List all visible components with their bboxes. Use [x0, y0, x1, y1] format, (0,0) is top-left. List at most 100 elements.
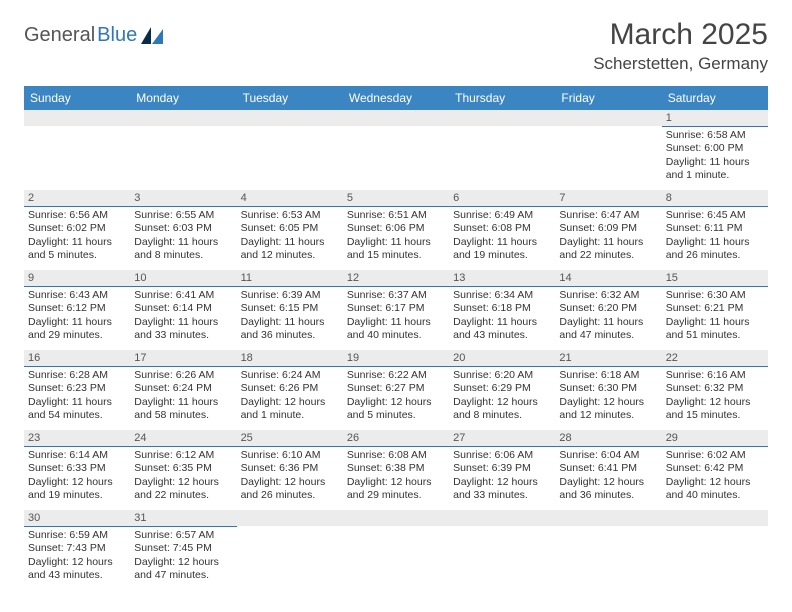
sunrise-text: Sunrise: 6:59 AM	[28, 529, 126, 542]
calendar-cell: 6Sunrise: 6:49 AMSunset: 6:08 PMDaylight…	[449, 190, 555, 270]
day-number	[555, 110, 661, 126]
daylight-text: Daylight: 11 hours and 40 minutes.	[347, 316, 445, 343]
sunrise-text: Sunrise: 6:55 AM	[134, 209, 232, 222]
calendar-cell: 19Sunrise: 6:22 AMSunset: 6:27 PMDayligh…	[343, 350, 449, 430]
calendar-cell: 28Sunrise: 6:04 AMSunset: 6:41 PMDayligh…	[555, 430, 661, 510]
calendar-row: 2Sunrise: 6:56 AMSunset: 6:02 PMDaylight…	[24, 190, 768, 270]
day-number: 23	[24, 430, 130, 447]
calendar-cell	[449, 510, 555, 596]
daylight-text: Daylight: 12 hours and 22 minutes.	[134, 476, 232, 503]
day-number	[449, 110, 555, 126]
day-info: Sunrise: 6:59 AMSunset: 7:43 PMDaylight:…	[24, 529, 130, 583]
sunset-text: Sunset: 6:09 PM	[559, 222, 657, 235]
day-info: Sunrise: 6:57 AMSunset: 7:45 PMDaylight:…	[130, 529, 236, 583]
daylight-text: Daylight: 11 hours and 29 minutes.	[28, 316, 126, 343]
sunset-text: Sunset: 6:33 PM	[28, 462, 126, 475]
day-number: 26	[343, 430, 449, 447]
month-title: March 2025	[593, 18, 768, 52]
day-number: 22	[662, 350, 768, 367]
day-info: Sunrise: 6:49 AMSunset: 6:08 PMDaylight:…	[449, 209, 555, 263]
day-info: Sunrise: 6:06 AMSunset: 6:39 PMDaylight:…	[449, 449, 555, 503]
day-number	[343, 510, 449, 526]
sunrise-text: Sunrise: 6:26 AM	[134, 369, 232, 382]
sunrise-text: Sunrise: 6:20 AM	[453, 369, 551, 382]
sunrise-text: Sunrise: 6:22 AM	[347, 369, 445, 382]
sunset-text: Sunset: 6:05 PM	[241, 222, 339, 235]
sunset-text: Sunset: 6:38 PM	[347, 462, 445, 475]
calendar-cell: 14Sunrise: 6:32 AMSunset: 6:20 PMDayligh…	[555, 270, 661, 350]
calendar-cell: 17Sunrise: 6:26 AMSunset: 6:24 PMDayligh…	[130, 350, 236, 430]
calendar-cell: 11Sunrise: 6:39 AMSunset: 6:15 PMDayligh…	[237, 270, 343, 350]
daylight-text: Daylight: 12 hours and 26 minutes.	[241, 476, 339, 503]
day-info: Sunrise: 6:34 AMSunset: 6:18 PMDaylight:…	[449, 289, 555, 343]
sunset-text: Sunset: 6:29 PM	[453, 382, 551, 395]
calendar-cell	[24, 110, 130, 190]
calendar-cell: 25Sunrise: 6:10 AMSunset: 6:36 PMDayligh…	[237, 430, 343, 510]
daylight-text: Daylight: 12 hours and 36 minutes.	[559, 476, 657, 503]
day-number: 16	[24, 350, 130, 367]
day-info: Sunrise: 6:32 AMSunset: 6:20 PMDaylight:…	[555, 289, 661, 343]
calendar-cell: 29Sunrise: 6:02 AMSunset: 6:42 PMDayligh…	[662, 430, 768, 510]
sunrise-text: Sunrise: 6:57 AM	[134, 529, 232, 542]
sunset-text: Sunset: 6:32 PM	[666, 382, 764, 395]
day-info: Sunrise: 6:55 AMSunset: 6:03 PMDaylight:…	[130, 209, 236, 263]
day-number	[237, 510, 343, 526]
logo-sail-icon	[141, 27, 163, 45]
sunset-text: Sunset: 6:12 PM	[28, 302, 126, 315]
sunset-text: Sunset: 6:39 PM	[453, 462, 551, 475]
daylight-text: Daylight: 11 hours and 58 minutes.	[134, 396, 232, 423]
sunrise-text: Sunrise: 6:14 AM	[28, 449, 126, 462]
calendar-row: 16Sunrise: 6:28 AMSunset: 6:23 PMDayligh…	[24, 350, 768, 430]
day-info: Sunrise: 6:37 AMSunset: 6:17 PMDaylight:…	[343, 289, 449, 343]
day-number: 15	[662, 270, 768, 287]
calendar-cell	[555, 510, 661, 596]
sunset-text: Sunset: 6:18 PM	[453, 302, 551, 315]
sunrise-text: Sunrise: 6:53 AM	[241, 209, 339, 222]
calendar-row: 9Sunrise: 6:43 AMSunset: 6:12 PMDaylight…	[24, 270, 768, 350]
calendar-cell	[237, 510, 343, 596]
sunset-text: Sunset: 6:24 PM	[134, 382, 232, 395]
calendar-cell: 1Sunrise: 6:58 AMSunset: 6:00 PMDaylight…	[662, 110, 768, 190]
sunset-text: Sunset: 6:06 PM	[347, 222, 445, 235]
sunrise-text: Sunrise: 6:39 AM	[241, 289, 339, 302]
sunset-text: Sunset: 6:35 PM	[134, 462, 232, 475]
sunrise-text: Sunrise: 6:10 AM	[241, 449, 339, 462]
calendar-cell: 30Sunrise: 6:59 AMSunset: 7:43 PMDayligh…	[24, 510, 130, 596]
daylight-text: Daylight: 11 hours and 33 minutes.	[134, 316, 232, 343]
calendar-cell	[662, 510, 768, 596]
sunset-text: Sunset: 6:27 PM	[347, 382, 445, 395]
calendar-cell: 18Sunrise: 6:24 AMSunset: 6:26 PMDayligh…	[237, 350, 343, 430]
logo-text-general: General	[24, 24, 95, 47]
calendar-cell: 31Sunrise: 6:57 AMSunset: 7:45 PMDayligh…	[130, 510, 236, 596]
calendar-cell: 10Sunrise: 6:41 AMSunset: 6:14 PMDayligh…	[130, 270, 236, 350]
sunset-text: Sunset: 6:14 PM	[134, 302, 232, 315]
day-info: Sunrise: 6:26 AMSunset: 6:24 PMDaylight:…	[130, 369, 236, 423]
sunset-text: Sunset: 6:41 PM	[559, 462, 657, 475]
day-number: 3	[130, 190, 236, 207]
daylight-text: Daylight: 12 hours and 43 minutes.	[28, 556, 126, 583]
daylight-text: Daylight: 11 hours and 22 minutes.	[559, 236, 657, 263]
sunrise-text: Sunrise: 6:34 AM	[453, 289, 551, 302]
day-info: Sunrise: 6:24 AMSunset: 6:26 PMDaylight:…	[237, 369, 343, 423]
day-number	[662, 510, 768, 526]
day-info: Sunrise: 6:43 AMSunset: 6:12 PMDaylight:…	[24, 289, 130, 343]
sunrise-text: Sunrise: 6:16 AM	[666, 369, 764, 382]
day-number	[449, 510, 555, 526]
day-number: 25	[237, 430, 343, 447]
day-info: Sunrise: 6:16 AMSunset: 6:32 PMDaylight:…	[662, 369, 768, 423]
sunrise-text: Sunrise: 6:02 AM	[666, 449, 764, 462]
daylight-text: Daylight: 12 hours and 5 minutes.	[347, 396, 445, 423]
day-number: 20	[449, 350, 555, 367]
calendar-cell: 7Sunrise: 6:47 AMSunset: 6:09 PMDaylight…	[555, 190, 661, 270]
sunrise-text: Sunrise: 6:45 AM	[666, 209, 764, 222]
calendar-cell	[555, 110, 661, 190]
sunrise-text: Sunrise: 6:43 AM	[28, 289, 126, 302]
sunrise-text: Sunrise: 6:32 AM	[559, 289, 657, 302]
day-number	[24, 110, 130, 126]
logo: GeneralBlue	[24, 24, 163, 47]
sunset-text: Sunset: 6:21 PM	[666, 302, 764, 315]
sunset-text: Sunset: 6:42 PM	[666, 462, 764, 475]
daylight-text: Daylight: 11 hours and 54 minutes.	[28, 396, 126, 423]
calendar-table: Sunday Monday Tuesday Wednesday Thursday…	[24, 86, 768, 596]
day-info: Sunrise: 6:51 AMSunset: 6:06 PMDaylight:…	[343, 209, 449, 263]
